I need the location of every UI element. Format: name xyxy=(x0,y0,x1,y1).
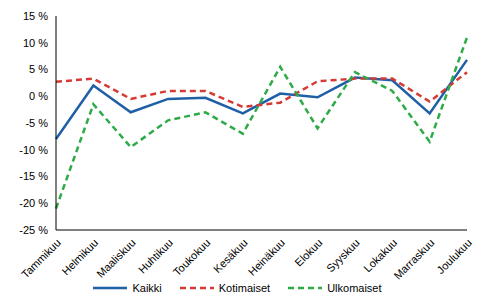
svg-text:Kesäkuu: Kesäkuu xyxy=(211,236,250,275)
svg-text:10 %: 10 % xyxy=(23,37,48,49)
svg-text:Helmikuu: Helmikuu xyxy=(59,236,101,278)
svg-text:-25 %: -25 % xyxy=(19,224,48,236)
svg-text:-15 %: -15 % xyxy=(19,170,48,182)
svg-text:Toukokuu: Toukokuu xyxy=(171,236,213,278)
svg-text:-20 %: -20 % xyxy=(19,197,48,209)
svg-text:Heinäkuu: Heinäkuu xyxy=(246,236,287,277)
html-text:Ulkomaiset: Ulkomaiset xyxy=(327,282,382,294)
svg-text:0 %: 0 % xyxy=(29,90,48,102)
svg-text:Syyskuu: Syyskuu xyxy=(324,236,362,274)
svg-text:Joulukuu: Joulukuu xyxy=(434,236,474,276)
svg-text:Tammikuu: Tammikuu xyxy=(19,236,63,280)
svg-text:Marraskuu: Marraskuu xyxy=(391,236,436,281)
svg-text:Elokuu: Elokuu xyxy=(292,236,324,268)
svg-text:-5 %: -5 % xyxy=(25,117,48,129)
svg-text:-10 %: -10 % xyxy=(19,144,48,156)
svg-text:5 %: 5 % xyxy=(29,63,48,75)
svg-text:Maaliskuu: Maaliskuu xyxy=(94,236,138,280)
html-text:Kotimaiset: Kotimaiset xyxy=(218,282,271,294)
svg-text:Lokakuu: Lokakuu xyxy=(361,236,399,274)
svg-text:Huhtikuu: Huhtikuu xyxy=(136,236,175,275)
svg-text:15 %: 15 % xyxy=(23,10,48,22)
html-text:Kaikki: Kaikki xyxy=(132,282,162,294)
